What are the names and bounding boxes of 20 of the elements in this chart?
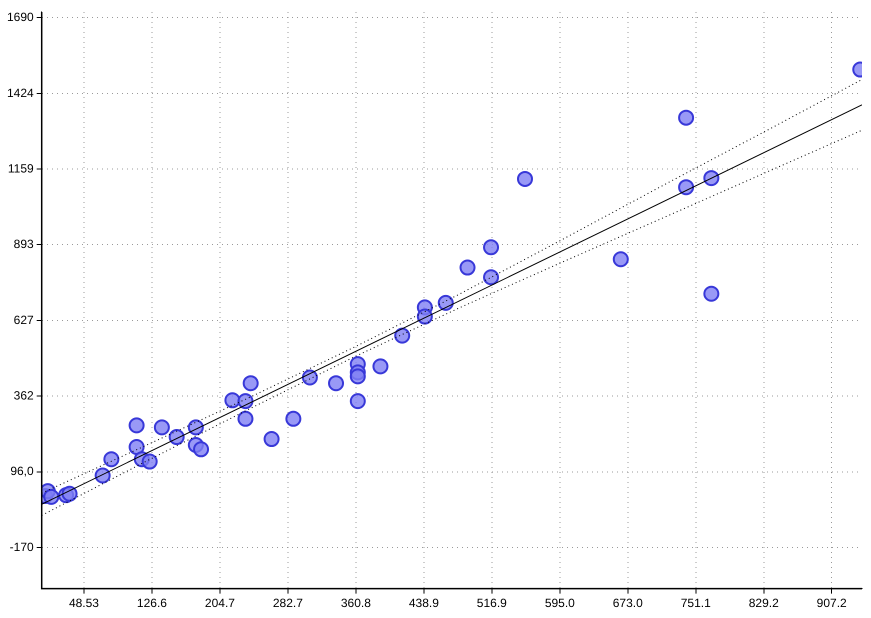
y-tick-label: 1424 bbox=[6, 86, 34, 100]
x-tick-label: 673.0 bbox=[612, 596, 644, 610]
y-tick-label: 1690 bbox=[6, 10, 34, 24]
y-tick-label: 362 bbox=[14, 388, 34, 402]
x-tick-label: 126.6 bbox=[136, 596, 168, 610]
x-tick-label: 282.7 bbox=[272, 596, 304, 610]
y-tick-label: 627 bbox=[14, 312, 34, 327]
y-tick-label: 96,0 bbox=[10, 464, 34, 478]
x-tick-label: 204.7 bbox=[204, 596, 236, 610]
x-tick-label: 829.2 bbox=[748, 596, 780, 610]
y-tick-label: 893 bbox=[14, 237, 34, 252]
x-tick-label: 516.9 bbox=[476, 596, 508, 610]
x-tick-label: 360.8 bbox=[340, 596, 372, 610]
x-tick-label: 438.9 bbox=[408, 596, 440, 610]
x-tick-label: 907.2 bbox=[816, 596, 848, 610]
x-tick-label: 595.0 bbox=[544, 596, 576, 610]
x-tick-label: 751.1 bbox=[680, 596, 712, 610]
x-tick-label: 48.53 bbox=[68, 596, 100, 610]
y-tick-label: 1159 bbox=[8, 161, 34, 176]
y-tick-label: -170 bbox=[10, 540, 34, 554]
